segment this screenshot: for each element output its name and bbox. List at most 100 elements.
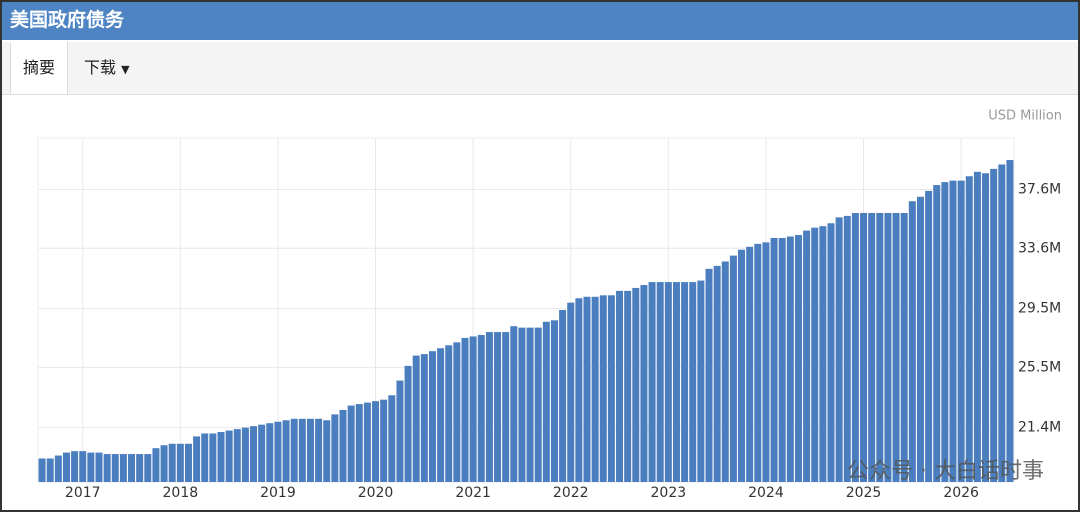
bar	[1006, 160, 1014, 483]
bar	[697, 280, 705, 482]
bar	[298, 418, 306, 482]
bar	[420, 354, 428, 482]
bar	[485, 332, 493, 482]
bar	[965, 176, 973, 482]
watermark: 公众号 · 大白话时事	[847, 459, 1044, 484]
bar	[461, 337, 469, 482]
bar	[681, 282, 689, 482]
bar	[892, 212, 900, 482]
bar	[860, 212, 868, 482]
bar	[998, 164, 1006, 482]
bar	[868, 212, 876, 482]
bar	[217, 432, 225, 482]
bar	[672, 282, 680, 482]
bar	[225, 430, 233, 482]
bar	[233, 429, 241, 482]
bar	[583, 296, 591, 482]
bar	[746, 246, 754, 482]
bar	[62, 452, 70, 482]
bar	[648, 282, 656, 482]
bar	[128, 454, 136, 482]
tab-summary[interactable]: 摘要	[10, 42, 69, 94]
bar	[624, 290, 632, 482]
x-tick-label: 2017	[65, 485, 101, 501]
y-tick-label: 37.6M	[1018, 181, 1061, 197]
bar	[241, 427, 249, 482]
tab-download[interactable]: 下载 ▼	[84, 58, 130, 77]
bar	[884, 212, 892, 482]
bar	[811, 227, 819, 482]
y-tick-label: 29.5M	[1018, 301, 1061, 317]
bar	[778, 237, 786, 482]
bar	[599, 295, 607, 482]
bar	[933, 185, 941, 483]
x-tick-label: 2024	[748, 485, 784, 501]
bar	[388, 395, 396, 482]
header-title: 美国政府债务	[2, 2, 1078, 40]
bar	[656, 282, 664, 482]
bar	[152, 448, 160, 482]
bar	[494, 332, 502, 482]
bar	[689, 282, 697, 482]
bar	[176, 443, 184, 482]
bar	[616, 290, 624, 482]
bar	[973, 171, 981, 483]
bar	[160, 445, 168, 482]
bar	[144, 454, 152, 482]
bar	[876, 212, 884, 482]
x-tick-label: 2018	[163, 485, 199, 501]
bar	[705, 268, 713, 482]
bar	[46, 458, 54, 482]
x-tick-label: 2020	[358, 485, 394, 501]
bar	[941, 182, 949, 482]
x-tick-label: 2025	[846, 485, 882, 501]
bar	[437, 348, 445, 482]
bar	[201, 433, 209, 482]
bar	[526, 327, 534, 482]
bar	[469, 336, 477, 482]
bar	[664, 282, 672, 482]
bar	[843, 215, 851, 482]
bar	[209, 433, 217, 482]
bar	[819, 226, 827, 482]
bar	[925, 190, 933, 482]
bar	[396, 380, 404, 482]
bar	[835, 217, 843, 482]
bar	[575, 298, 583, 482]
bar	[355, 404, 363, 482]
bar	[502, 332, 510, 482]
bar	[738, 249, 746, 482]
bar	[168, 443, 176, 482]
bar	[306, 418, 314, 482]
tab-bar: 摘要 下载 ▼	[2, 42, 1078, 95]
bar	[339, 409, 347, 482]
bar	[803, 230, 811, 482]
bar	[559, 310, 567, 482]
bar	[949, 180, 957, 482]
bar	[282, 420, 290, 482]
bar	[550, 320, 558, 482]
bar	[290, 418, 298, 482]
bar	[990, 168, 998, 482]
bar	[404, 365, 412, 482]
bar	[136, 454, 144, 482]
bar	[729, 255, 737, 482]
bar	[721, 261, 729, 482]
bar	[250, 426, 258, 482]
bar	[323, 420, 331, 482]
bar	[412, 355, 420, 482]
bar	[380, 399, 388, 482]
y-tick-label: 25.5M	[1018, 359, 1061, 375]
bar	[38, 458, 46, 482]
bar	[95, 452, 103, 482]
bar	[103, 454, 111, 482]
bar	[79, 451, 87, 482]
bar	[957, 180, 965, 482]
bar	[510, 326, 518, 482]
bar	[762, 242, 770, 482]
bar	[266, 423, 274, 482]
y-tick-label: 33.6M	[1018, 240, 1061, 256]
tab-download-label[interactable]: 下载	[84, 58, 117, 77]
